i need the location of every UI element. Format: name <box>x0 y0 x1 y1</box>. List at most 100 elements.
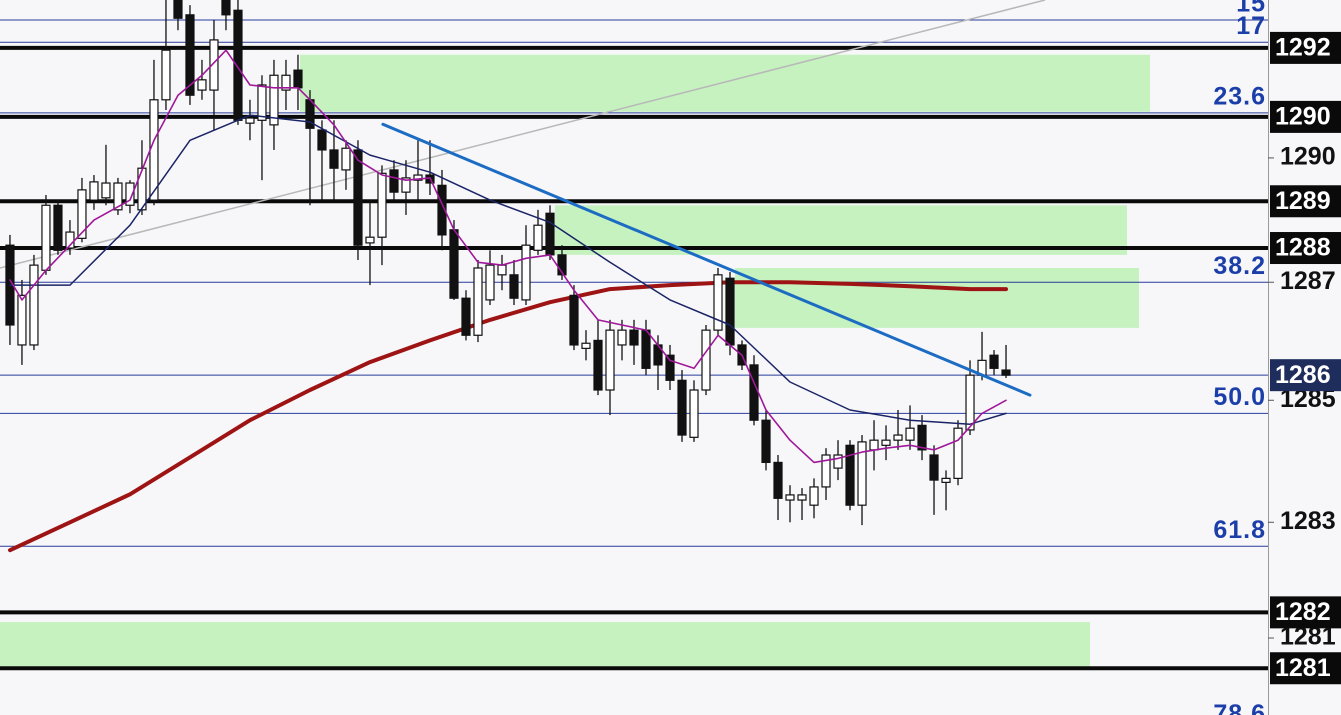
level-label-box <box>1270 185 1341 218</box>
level-label: 1292 <box>1275 34 1331 62</box>
candle-body <box>881 439 891 446</box>
fib-label: 15 <box>1236 0 1266 18</box>
level-label-box <box>1270 31 1341 64</box>
candle-body <box>713 274 723 331</box>
candle-body <box>797 494 807 501</box>
moving-average <box>8 280 1008 553</box>
candle-body <box>1001 369 1011 376</box>
candle-body <box>281 74 291 91</box>
level-label: 1290 <box>1275 102 1331 130</box>
y-tick-label: 1283 <box>1280 507 1336 535</box>
candle-body <box>569 294 579 346</box>
zone <box>300 54 1151 112</box>
candle-body <box>413 174 423 181</box>
candle-body <box>401 177 411 193</box>
candle-body <box>893 434 903 441</box>
candle-body <box>209 39 219 91</box>
level-label-box <box>1270 100 1341 133</box>
zone <box>0 622 1091 669</box>
candle-body <box>233 9 243 121</box>
level-label-box <box>1270 232 1341 265</box>
y-tick-label: 1287 <box>1280 267 1336 295</box>
last-price-label: 1286 <box>1275 361 1331 389</box>
candle-body <box>749 364 759 421</box>
candle-body <box>197 79 207 91</box>
candle-body <box>41 204 51 271</box>
candle-body <box>461 297 471 336</box>
candle-body <box>617 329 627 346</box>
fib-label: 61.8 <box>1213 516 1266 544</box>
candle-body <box>761 419 771 464</box>
level-label: 1282 <box>1275 598 1331 626</box>
fib-label: 23.6 <box>1213 83 1266 111</box>
candle-body <box>377 172 387 238</box>
level-label: 1288 <box>1275 234 1331 262</box>
candle-body <box>77 189 87 239</box>
candle-body <box>389 169 399 193</box>
y-tick-label: 1290 <box>1280 143 1336 171</box>
last-price-box <box>1270 359 1341 392</box>
plot-area <box>0 0 1268 671</box>
candle-body <box>53 204 63 251</box>
candle-body <box>917 424 927 451</box>
candle-body <box>929 454 939 481</box>
level-label-box <box>1270 652 1341 685</box>
candle-body <box>725 277 735 346</box>
candle-body <box>449 229 459 299</box>
candle-body <box>905 427 915 441</box>
trend-line <box>0 0 1046 269</box>
candle-body <box>221 0 231 16</box>
candle-body <box>485 264 495 301</box>
candle-body <box>689 389 699 438</box>
candle-body <box>821 454 831 488</box>
candle-body <box>953 427 963 479</box>
candle-body <box>773 461 783 499</box>
candle-body <box>869 439 879 451</box>
fib-label: 78.6 <box>1213 700 1266 715</box>
price-axis: 1290128712851283128112921290128912881282… <box>1268 0 1341 715</box>
candle-body <box>845 444 855 506</box>
candle-body <box>365 236 375 244</box>
candle-body <box>965 374 975 431</box>
candle-body <box>701 329 711 391</box>
level-label: 1281 <box>1275 654 1331 682</box>
candle-body <box>269 74 279 126</box>
candle-body <box>665 354 675 381</box>
candle-body <box>329 149 339 169</box>
candle-body <box>341 147 351 171</box>
candle-body <box>173 0 183 19</box>
fib-label: 17 <box>1236 12 1266 40</box>
candle-body <box>989 354 999 369</box>
candle-body <box>161 49 171 101</box>
candle-body <box>437 184 447 236</box>
zone <box>735 267 1139 328</box>
candle-body <box>509 274 519 299</box>
candle-body <box>521 244 531 301</box>
candle-body <box>677 379 687 436</box>
candle-body <box>605 329 615 391</box>
candle-body <box>581 342 591 349</box>
candle-body <box>257 84 267 121</box>
candle-body <box>113 182 123 211</box>
candle-body <box>29 264 39 346</box>
candle-body <box>245 117 255 124</box>
candle-body <box>185 14 195 96</box>
candle-body <box>833 454 843 469</box>
candle-body <box>125 182 135 206</box>
moving-average <box>9 49 1007 464</box>
candle-body <box>293 69 303 89</box>
trend-line <box>381 122 1032 397</box>
candle-body <box>941 477 951 483</box>
candle-body <box>641 329 651 369</box>
candle-body <box>809 486 819 506</box>
candle-body <box>497 264 507 276</box>
candle-body <box>533 224 543 251</box>
candle-body <box>89 181 99 201</box>
candle-body <box>785 494 795 501</box>
candle-body <box>101 182 111 199</box>
moving-average <box>9 114 1007 425</box>
candle-body <box>149 99 159 201</box>
candle-body <box>473 267 483 336</box>
candle-body <box>593 339 603 391</box>
